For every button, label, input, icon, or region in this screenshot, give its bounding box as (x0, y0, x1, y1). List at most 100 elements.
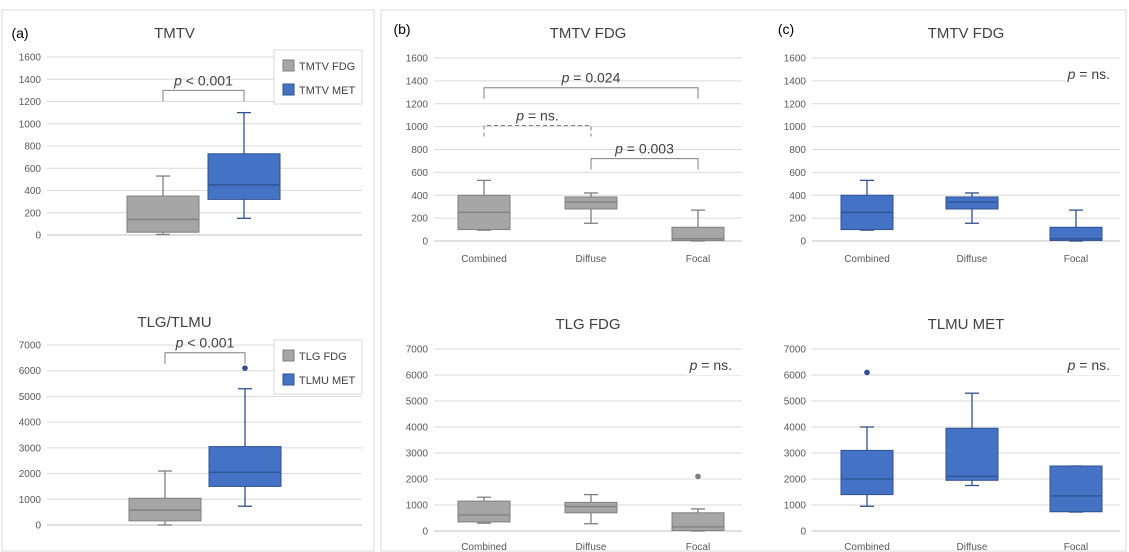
x-tick-label: Diffuse (576, 542, 607, 552)
box-tlg-fdg (128, 470, 202, 526)
panel-a-frame (1, 9, 375, 552)
p-value-label: p < 0.001 (173, 72, 233, 88)
y-tick-label: 400 (411, 191, 428, 202)
box-diffuse (564, 493, 618, 525)
iqr-box (945, 196, 999, 210)
significance-bracket: p = 0.024 (483, 70, 699, 99)
y-tick-label: 200 (411, 214, 428, 225)
y-tick-label: 1600 (784, 54, 807, 65)
note-bg (1065, 353, 1125, 375)
y-tick-label: 400 (24, 186, 41, 197)
x-tick-label: Focal (686, 254, 710, 265)
y-tick-label: 3000 (784, 449, 807, 460)
iqr-box (564, 196, 618, 210)
iqr-box (671, 226, 725, 241)
x-tick-label: Diffuse (576, 254, 607, 265)
y-tick-label: 1000 (406, 501, 429, 512)
y-tick-label: 0 (800, 527, 806, 538)
p-value-label: p = ns. (515, 107, 558, 123)
box-combined (840, 179, 894, 231)
p-value-label: p = ns. (1067, 357, 1110, 373)
legend: TLG FDG TLMU MET (273, 339, 363, 395)
y-tick-label: 6000 (19, 366, 42, 377)
y-tick-label: 1000 (784, 122, 807, 133)
iqr-box (945, 427, 999, 481)
chart-title: TLG FDG (555, 316, 620, 333)
iqr-box (208, 446, 282, 487)
y-tick-label: 1400 (19, 75, 42, 86)
box-tmtv-met (207, 111, 281, 219)
legend-label: TMTV MET (299, 85, 355, 97)
p-value-note: p = ns. (1065, 353, 1125, 375)
y-tick-label: 800 (411, 145, 428, 156)
x-tick-label: Combined (461, 542, 507, 552)
legend: TMTV FDG TMTV MET (273, 49, 363, 105)
p-value-note: p = ns. (687, 353, 747, 375)
y-tick-label: 800 (789, 145, 806, 156)
box-combined (840, 369, 894, 507)
iqr-box (126, 195, 200, 233)
y-tick-label: 1400 (784, 76, 807, 87)
panel-bc-frame (380, 9, 1127, 552)
legend-swatch (282, 59, 295, 72)
significance-bracket: p = 0.003 (590, 141, 699, 170)
y-tick-label: 5000 (19, 392, 42, 403)
chart-title: TLMU MET (928, 316, 1005, 333)
bracket-line (483, 124, 592, 137)
box-diffuse (945, 192, 999, 224)
significance-bracket: p < 0.001 (162, 72, 245, 102)
y-tick-label: 2000 (784, 475, 807, 486)
y-tick-label: 7000 (406, 345, 429, 356)
x-tick-label: Diffuse (957, 254, 988, 265)
y-tick-label: 1000 (406, 122, 429, 133)
chart-b-top: TMTV FDG (b) 0 200 400 600 800 1000 1200 1400 1600… (393, 21, 742, 265)
chart-title: TLG/TLMU (137, 314, 211, 331)
y-tick-label: 1200 (784, 99, 807, 110)
y-tick-label: 600 (24, 164, 41, 175)
iqr-box (671, 512, 725, 531)
y-tick-label: 6000 (784, 371, 807, 382)
x-tick-label: Combined (844, 542, 890, 552)
box-focal (1049, 209, 1103, 242)
chart-c-top: TMTV FDG (c) 0 200 400 600 800 1000 1200 1400 1600… (778, 21, 1125, 265)
p-value-label: p < 0.001 (175, 335, 235, 351)
y-tick-label: 1000 (19, 495, 42, 506)
legend-label: TLMU MET (299, 375, 356, 387)
chart-a-top: TMTV (a) 0 200 400 600 800 1000 1200 1400 1600 TMTV… (11, 25, 363, 242)
significance-bracket: p = ns. (483, 107, 592, 137)
x-tick-label: Diffuse (957, 542, 988, 552)
box-focal (671, 473, 725, 532)
y-tick-label: 0 (422, 237, 428, 248)
panel-letter: (a) (11, 25, 28, 41)
y-tick-label: 1400 (406, 76, 429, 87)
y-tick-label: 200 (789, 214, 806, 225)
chart-a-bottom: TLG/TLMU 0 1000 2000 3000 4000 5000 6000 7000 TLG… (19, 314, 363, 532)
note-bg (1065, 62, 1125, 84)
y-tick-label: 7000 (784, 345, 807, 356)
y-tick-label: 3000 (406, 449, 429, 460)
outlier-point (864, 369, 870, 376)
y-tick-label: 0 (35, 231, 41, 242)
box-combined (457, 496, 511, 524)
chart-title: TMTV FDG (550, 25, 627, 42)
p-value-label: p = 0.024 (561, 70, 621, 86)
box-focal (1049, 465, 1103, 513)
legend-swatch (282, 373, 295, 386)
y-tick-label: 7000 (19, 341, 42, 352)
y-tick-label: 3000 (19, 443, 42, 454)
box-tmtv-fdg (126, 175, 200, 236)
outlier-point (242, 365, 248, 371)
y-tick-label: 600 (789, 168, 806, 179)
note-bg (687, 353, 747, 375)
x-tick-label: Focal (686, 542, 710, 552)
x-tick-label: Focal (1064, 254, 1088, 265)
x-tick-label: Focal (1064, 542, 1088, 552)
box-tlmu-met (208, 365, 282, 507)
y-tick-label: 5000 (784, 397, 807, 408)
chart-title: TMTV (154, 25, 195, 42)
y-tick-label: 4000 (19, 418, 42, 429)
y-tick-label: 0 (35, 521, 41, 532)
y-tick-label: 1000 (19, 119, 42, 130)
p-value-label: p = 0.003 (614, 141, 674, 157)
